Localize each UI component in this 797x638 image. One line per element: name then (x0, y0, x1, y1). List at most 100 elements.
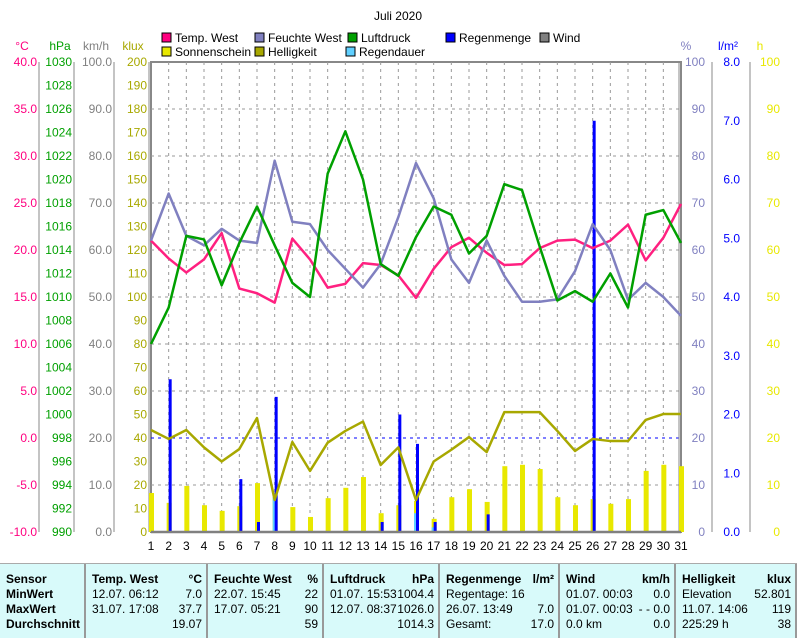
stats-value: MinWert (6, 587, 54, 601)
x-tick-label: 21 (498, 539, 512, 553)
legend-swatch (445, 32, 456, 43)
bar-regenmenge (416, 443, 419, 532)
stats-value: 90 (304, 602, 318, 616)
axis-tick-pressure: 1016 (45, 220, 72, 234)
bar-regenmenge (592, 120, 596, 532)
axis-tick-wind: 80.0 (89, 149, 113, 163)
axis-tick-sun: 40 (767, 337, 781, 351)
bar-sonnenschein (184, 485, 190, 532)
stats-header: hPa (411, 572, 434, 586)
stats-column-rain: Regenmenge l/m² Regentage: 16 26.07. 13:49 7… (440, 564, 560, 638)
axis-tick-lux: 110 (128, 267, 147, 281)
bar-sonnenschein (308, 516, 313, 532)
x-tick-label: 5 (218, 539, 225, 553)
bar-regenmenge (239, 479, 243, 532)
stats-header: Temp. West (92, 572, 159, 586)
bar-sonnenschein (643, 470, 649, 532)
x-tick-label: 2 (165, 539, 172, 553)
axis-tick-rain: 7.0 (723, 114, 740, 128)
legend-label: Regenmenge (459, 31, 531, 45)
bar-sonnenschein (502, 466, 508, 532)
axis-tick-pressure: 994 (52, 478, 72, 492)
stats-value: 0.0 (653, 587, 670, 601)
axis-tick-sun: 60 (767, 243, 781, 257)
bar-sonnenschein (449, 497, 455, 532)
axis-tick-sun: 70 (767, 196, 781, 210)
bar-sonnenschein (343, 487, 349, 532)
axis-tick-wind: 10.0 (89, 478, 113, 492)
stats-column-lux: Helligkeit klux Elevation 52.801 11.07. 14:0… (676, 564, 797, 638)
x-tick-label: 9 (289, 539, 296, 553)
axis-tick-sun: 30 (767, 384, 781, 398)
bar-sonnenschein (325, 498, 331, 532)
axis-tick-humidity: 80 (692, 149, 706, 163)
bar-regenmenge (274, 396, 278, 532)
line-helligkeit (150, 410, 681, 502)
stats-value: 26.07. 13:49 (446, 602, 513, 616)
legend-label: Helligkeit (268, 45, 317, 59)
axis-tick-lux: 60 (134, 384, 148, 398)
axis-tick-sun: 0 (773, 525, 780, 539)
axis-tick-sun: 100 (760, 55, 780, 69)
axis-tick-rain: 8.0 (723, 55, 740, 69)
axis-tick-sun: 50 (767, 290, 781, 304)
stats-column-wind: Wind km/h 01.07. 00:03 0.0 01.07. 00:03 - - 0… (560, 564, 676, 638)
axis-tick-lux: 80 (134, 337, 148, 351)
axis-unit-lux: klux (122, 39, 143, 53)
x-tick-label: 14 (374, 539, 388, 553)
axis-tick-pressure: 1000 (45, 408, 72, 422)
stats-value: 11.07. 14:06 (682, 602, 748, 616)
legend-swatch (345, 46, 356, 57)
bar-regenmenge (257, 522, 260, 532)
axis-tick-pressure: 1026 (45, 102, 72, 116)
axis-tick-pressure: 1028 (45, 79, 72, 93)
stats-value: 0.0 km (566, 617, 603, 631)
x-tick-label: 15 (392, 539, 406, 553)
axis-tick-pressure: 998 (52, 431, 72, 445)
stats-header: l/m² (532, 572, 554, 586)
axis-tick-temp: 10.0 (14, 337, 38, 351)
stats-header: Regenmenge (446, 572, 522, 586)
stats-column-sensor: Sensor MinWert MaxWert Durchschnitt (0, 564, 86, 638)
axis-tick-humidity: 70 (692, 196, 706, 210)
axis-tick-pressure: 1022 (45, 149, 72, 163)
axis-tick-lux: 130 (127, 220, 147, 234)
stats-value: 7.0 (185, 587, 202, 601)
axis-tick-pressure: 1004 (45, 361, 72, 375)
x-tick-label: 12 (339, 539, 353, 553)
stats-value: - - 0.0 (638, 602, 670, 616)
axis-tick-rain: 1.0 (723, 466, 740, 480)
chart-svg: Juli 2020 Temp. West Feuchte West Luftdruck… (10, 9, 781, 553)
axis-tick-lux: 100 (127, 290, 147, 304)
x-tick-label: 29 (639, 539, 653, 553)
axis-tick-lux: 120 (127, 243, 147, 257)
x-tick-label: 20 (480, 539, 494, 553)
stats-header: Helligkeit (682, 572, 736, 586)
legend-label: Wind (553, 31, 580, 45)
axis-tick-sun: 80 (767, 149, 781, 163)
axis-tick-pressure: 990 (52, 525, 72, 539)
axis-tick-humidity: 90 (692, 102, 706, 116)
x-tick-label: 25 (568, 539, 582, 553)
axis-unit-temp: °C (15, 39, 29, 53)
stats-value: Durchschnitt (6, 617, 81, 631)
stats-value: 59 (304, 617, 318, 631)
axis-tick-temp: 30.0 (14, 149, 38, 163)
axis-tick-wind: 30.0 (89, 384, 113, 398)
stats-value: 0.0 (653, 617, 670, 631)
stats-value: 38 (777, 617, 791, 631)
stats-value: 01.07. 00:03 (566, 587, 633, 601)
bar-sonnenschein (520, 464, 525, 532)
stats-header: % (307, 572, 318, 586)
stats-value: Gesamt: (446, 617, 492, 631)
axis-tick-humidity: 50 (692, 290, 706, 304)
axis-tick-lux: 140 (127, 196, 147, 210)
x-tick-label: 22 (515, 539, 529, 553)
stats-value: 119 (771, 602, 791, 616)
stats-value: Regentage: 16 (446, 587, 525, 601)
stats-value: Elevation (682, 587, 732, 601)
axis-tick-lux: 20 (134, 478, 148, 492)
x-tick-label: 7 (254, 539, 261, 553)
x-tick-label: 11 (321, 539, 334, 553)
